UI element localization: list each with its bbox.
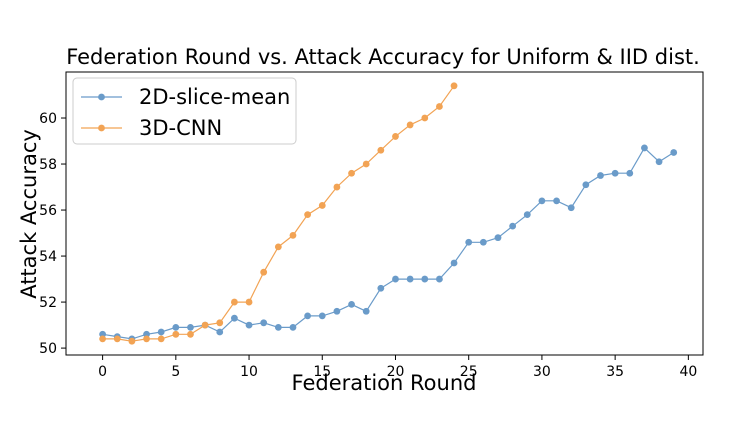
- legend-frame: [72, 77, 297, 145]
- data-point: [655, 158, 663, 166]
- data-point: [318, 312, 326, 320]
- data-point: [406, 275, 414, 283]
- data-point: [245, 298, 253, 306]
- data-point: [172, 330, 180, 338]
- series-0: [99, 144, 678, 343]
- data-point: [362, 307, 370, 315]
- data-point: [348, 300, 355, 308]
- data-point: [362, 160, 370, 168]
- data-point: [260, 268, 268, 276]
- legend-label: 3D-CNN: [139, 116, 222, 140]
- data-point: [157, 335, 165, 343]
- legend-label: 2D-slice-mean: [139, 85, 290, 109]
- x-axis: 0 5 10 15 20 25 30 35 40: [98, 355, 697, 380]
- x-tick-label: 20: [387, 364, 405, 380]
- x-axis-title: Federation Round: [292, 371, 477, 395]
- data-point: [436, 103, 443, 110]
- x-tick-label: 15: [313, 364, 331, 380]
- y-tick-label: 58: [39, 157, 57, 173]
- x-tick-label: 0: [98, 364, 107, 380]
- data-point: [157, 328, 165, 336]
- x-tick-label: 25: [460, 364, 478, 380]
- y-tick-label: 56: [39, 203, 57, 219]
- data-point: [392, 275, 399, 283]
- data-point: [318, 202, 326, 209]
- data-point: [348, 169, 355, 177]
- series-layer: [99, 82, 678, 345]
- data-point: [274, 243, 282, 251]
- data-point: [187, 323, 194, 331]
- y-axis: 50 52 54 56 58 60: [39, 111, 66, 357]
- data-point: [304, 312, 312, 320]
- data-point: [641, 144, 648, 152]
- data-point: [260, 319, 268, 327]
- data-point: [304, 211, 312, 219]
- data-point: [406, 121, 414, 129]
- data-point: [538, 197, 546, 205]
- data-point: [231, 314, 238, 322]
- data-point: [289, 323, 297, 331]
- x-tick-label: 10: [240, 364, 258, 380]
- data-point: [567, 204, 575, 212]
- data-point: [523, 211, 531, 219]
- data-point: [553, 197, 560, 205]
- data-point: [450, 82, 458, 90]
- x-tick-label: 5: [171, 364, 180, 380]
- legend-swatch-marker: [98, 124, 105, 132]
- data-point: [377, 284, 385, 292]
- y-tick-label: 54: [39, 249, 57, 265]
- series-line: [102, 146, 675, 340]
- data-point: [611, 169, 619, 177]
- legend-swatch-marker: [98, 93, 105, 101]
- y-axis-title: Attack Accuracy: [17, 129, 41, 299]
- y-tick-label: 60: [39, 111, 57, 127]
- y-tick-label: 50: [39, 341, 57, 357]
- data-point: [392, 133, 399, 140]
- data-point: [597, 172, 604, 179]
- data-point: [113, 335, 121, 343]
- data-point: [187, 330, 194, 338]
- data-point: [274, 323, 282, 331]
- data-point: [99, 335, 107, 343]
- data-point: [333, 307, 341, 315]
- data-point: [289, 231, 297, 239]
- data-point: [436, 275, 443, 283]
- data-point: [465, 238, 473, 246]
- data-point: [582, 181, 590, 189]
- data-point: [450, 259, 458, 267]
- x-tick-label: 30: [533, 364, 551, 380]
- data-point: [333, 183, 341, 191]
- data-point: [626, 169, 634, 177]
- legend: 2D-slice-mean 3D-CNN: [72, 77, 297, 145]
- chart-title: Federation Round vs. Attack Accuracy for…: [66, 45, 700, 69]
- data-point: [245, 321, 253, 329]
- data-point: [479, 238, 487, 246]
- data-point: [216, 319, 224, 327]
- x-tick-label: 35: [606, 364, 624, 380]
- data-point: [670, 149, 678, 156]
- x-tick-label: 40: [679, 364, 697, 380]
- series-1: [99, 82, 458, 345]
- data-point: [509, 222, 517, 230]
- data-point: [494, 234, 502, 242]
- data-point: [172, 323, 180, 331]
- plot-area: [65, 71, 704, 356]
- data-point: [421, 114, 429, 122]
- data-point: [201, 321, 209, 329]
- y-tick-label: 52: [39, 295, 57, 311]
- data-point: [143, 335, 150, 343]
- data-point: [421, 275, 429, 283]
- data-point: [128, 337, 136, 345]
- data-point: [231, 298, 238, 306]
- data-point: [377, 146, 385, 154]
- data-point: [216, 328, 224, 336]
